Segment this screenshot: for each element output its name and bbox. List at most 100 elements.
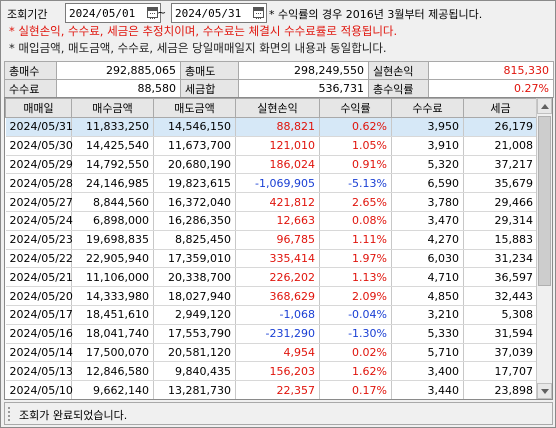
table-row[interactable]: 2024/05/28 24,146,985 19,823,615 -1,069,905… — [5, 173, 538, 194]
cell-pnl: 96,785 — [235, 230, 320, 250]
cell-date: 2024/05/14 — [5, 343, 73, 363]
cell-pnl: 368,629 — [235, 286, 320, 306]
cell-sell: 14,546,150 — [153, 117, 236, 137]
cell-date: 2024/05/31 — [5, 117, 73, 137]
cell-pnl: -231,290 — [235, 324, 320, 344]
trades-table: 매매일 매수금액 매도금액 실현손익 수익률 수수료 세금 2024/05/31… — [5, 98, 538, 399]
cell-buy: 14,425,540 — [71, 136, 154, 156]
cell-sell: 19,823,615 — [153, 173, 236, 194]
daily-trades-grid[interactable]: 매매일 매수금액 매도금액 실현손익 수익률 수수료 세금 2024/05/31… — [4, 97, 553, 400]
vertical-scrollbar[interactable] — [536, 98, 552, 399]
cell-buy: 14,792,550 — [71, 155, 154, 175]
grid-header: 매매일 매수금액 매도금액 실현손익 수익률 수수료 세금 — [5, 98, 538, 118]
cell-date: 2024/05/10 — [5, 380, 73, 399]
cell-return: 2.09% — [319, 286, 392, 306]
table-row[interactable]: 2024/05/14 17,500,070 20,581,120 4,954 0.02%… — [5, 343, 538, 363]
cell-pnl: 12,663 — [235, 211, 320, 231]
cell-sell: 2,949,120 — [153, 305, 236, 325]
col-header-fee[interactable]: 수수료 — [391, 98, 464, 118]
table-row[interactable]: 2024/05/23 19,698,835 8,825,450 96,785 1.11%… — [5, 230, 538, 250]
end-date-field[interactable]: 2024/05/31 — [171, 3, 267, 23]
calendar-icon[interactable] — [253, 7, 264, 19]
grip-icon — [8, 407, 13, 421]
total-return-label: 총수익률 — [368, 79, 429, 98]
cell-buy: 12,846,580 — [71, 361, 154, 382]
scroll-thumb[interactable] — [538, 116, 551, 286]
cell-return: 1.62% — [319, 361, 392, 382]
cell-date: 2024/05/27 — [5, 192, 73, 212]
end-date-value: 2024/05/31 — [175, 7, 242, 20]
cell-sell: 11,673,700 — [153, 136, 236, 156]
table-row[interactable]: 2024/05/30 14,425,540 11,673,700 121,010 1.0… — [5, 136, 538, 156]
cell-buy: 11,106,000 — [71, 267, 154, 288]
cell-sell: 20,338,700 — [153, 267, 236, 288]
table-row[interactable]: 2024/05/13 12,846,580 9,840,435 156,203 1.62… — [5, 361, 538, 382]
col-header-buy[interactable]: 매수금액 — [71, 98, 154, 118]
cell-tax: 29,314 — [463, 211, 538, 231]
calendar-icon[interactable] — [147, 7, 158, 19]
cell-fee: 6,030 — [391, 249, 464, 269]
fee-value: 88,580 — [56, 79, 181, 98]
cell-sell: 20,680,190 — [153, 155, 236, 175]
cell-return: 0.17% — [319, 380, 392, 399]
cell-buy: 6,898,000 — [71, 211, 154, 231]
scroll-down-icon[interactable] — [537, 383, 552, 399]
total-buy-label: 총매수 — [4, 61, 57, 80]
cell-fee: 3,910 — [391, 136, 464, 156]
cell-fee: 3,210 — [391, 305, 464, 325]
cell-fee: 5,710 — [391, 343, 464, 363]
cell-sell: 16,372,040 — [153, 192, 236, 212]
cell-pnl: 335,414 — [235, 249, 320, 269]
cell-date: 2024/05/24 — [5, 211, 73, 231]
cell-sell: 17,553,790 — [153, 324, 236, 344]
cell-return: 1.11% — [319, 230, 392, 250]
cell-sell: 9,840,435 — [153, 361, 236, 382]
cell-pnl: 421,812 — [235, 192, 320, 212]
cell-fee: 5,330 — [391, 324, 464, 344]
table-row[interactable]: 2024/05/17 18,451,610 2,949,120 -1,068 -0.04… — [5, 305, 538, 325]
cell-sell: 18,027,940 — [153, 286, 236, 306]
cell-pnl: 88,821 — [235, 117, 320, 137]
cell-date: 2024/05/13 — [5, 361, 73, 382]
table-row[interactable]: 2024/05/29 14,792,550 20,680,190 186,024 0.9… — [5, 155, 538, 175]
table-row[interactable]: 2024/05/22 22,905,940 17,359,010 335,414 1.9… — [5, 249, 538, 269]
cell-date: 2024/05/23 — [5, 230, 73, 250]
cell-return: 0.08% — [319, 211, 392, 231]
start-date-value: 2024/05/01 — [69, 7, 136, 20]
table-row[interactable]: 2024/05/27 8,844,560 16,372,040 421,812 2.65… — [5, 192, 538, 212]
table-row[interactable]: 2024/05/21 11,106,000 20,338,700 226,202 1.1… — [5, 267, 538, 288]
table-row[interactable]: 2024/05/16 18,041,740 17,553,790 -231,290 -1… — [5, 324, 538, 344]
cell-tax: 29,466 — [463, 192, 538, 212]
cell-date: 2024/05/17 — [5, 305, 73, 325]
col-header-sell[interactable]: 매도금액 — [153, 98, 236, 118]
cell-date: 2024/05/20 — [5, 286, 73, 306]
col-header-pnl[interactable]: 실현손익 — [235, 98, 320, 118]
col-header-tax[interactable]: 세금 — [463, 98, 538, 118]
cell-return: -0.04% — [319, 305, 392, 325]
table-row[interactable]: 2024/05/10 9,662,140 13,281,730 22,357 0.17%… — [5, 380, 538, 399]
cell-pnl: 22,357 — [235, 380, 320, 399]
cell-tax: 26,179 — [463, 117, 538, 137]
cell-date: 2024/05/16 — [5, 324, 73, 344]
col-header-return[interactable]: 수익률 — [319, 98, 392, 118]
summary-table: 총매수 292,885,065 총매도 298,249,550 실현손익 815… — [4, 61, 554, 98]
cell-return: 1.05% — [319, 136, 392, 156]
total-sell-value: 298,249,550 — [238, 61, 369, 80]
scroll-up-icon[interactable] — [537, 98, 552, 114]
summary-row-1: 총매수 292,885,065 총매도 298,249,550 실현손익 815… — [4, 61, 554, 80]
table-row[interactable]: 2024/05/31 11,833,250 14,546,150 88,821 0.62… — [5, 117, 538, 137]
filter-row: 조회기간 2024/05/01 ~ 2024/05/31 * 수익률의 경우 2… — [5, 3, 553, 23]
cell-tax: 31,594 — [463, 324, 538, 344]
cell-sell: 16,286,350 — [153, 211, 236, 231]
cell-buy: 14,333,980 — [71, 286, 154, 306]
table-row[interactable]: 2024/05/20 14,333,980 18,027,940 368,629 2.0… — [5, 286, 538, 306]
cell-fee: 3,440 — [391, 380, 464, 399]
table-row[interactable]: 2024/05/24 6,898,000 16,286,350 12,663 0.08%… — [5, 211, 538, 231]
cell-tax: 5,308 — [463, 305, 538, 325]
col-header-date[interactable]: 매매일 — [5, 98, 72, 118]
total-sell-label: 총매도 — [180, 61, 239, 80]
cell-return: 0.02% — [319, 343, 392, 363]
cell-fee: 3,780 — [391, 192, 464, 212]
start-date-field[interactable]: 2024/05/01 — [65, 3, 161, 23]
